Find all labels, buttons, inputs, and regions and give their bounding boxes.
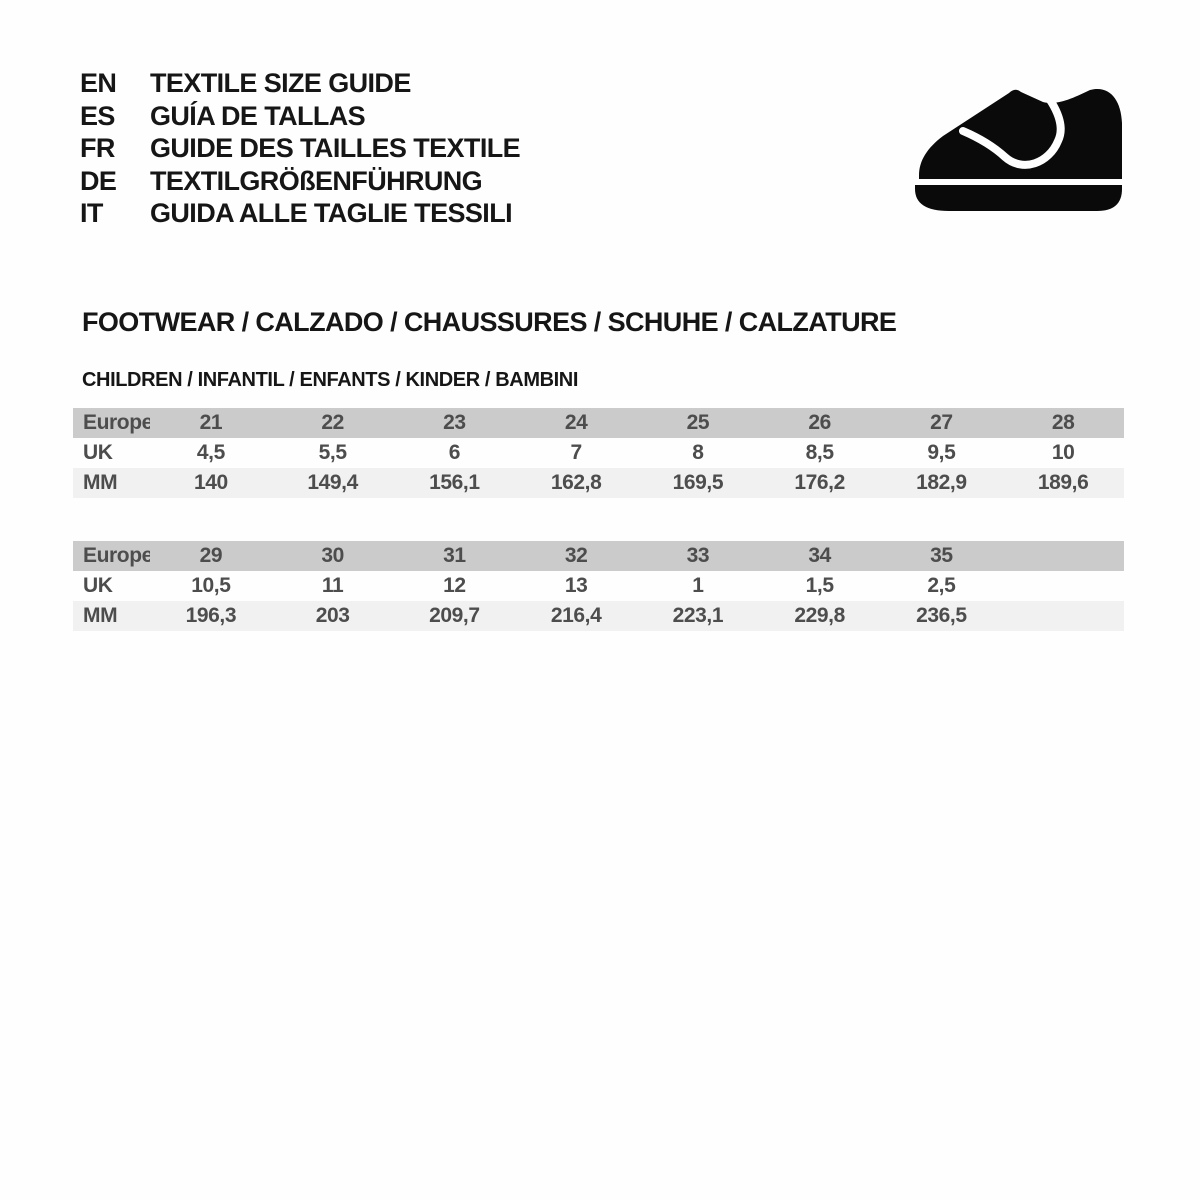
language-code: FR [80,133,115,163]
size-value-cell: 1,5 [805,574,834,597]
size-value-cell: 26 [808,411,831,434]
language-label: TEXTILGRÖßENFÜHRUNG [150,165,483,196]
size-value-cell: 25 [686,411,710,434]
language-row-es: ES GUÍA DE TALLAS [80,100,520,133]
size-value-cell: 229,8 [794,604,845,627]
row-label-cell: MM [83,471,118,494]
language-row-de: DE TEXTILGRÖßENFÜHRUNG [80,165,520,198]
size-value-cell: 31 [443,544,466,567]
row-label-cell: UK [83,574,113,597]
size-value-cell: 189,6 [1037,471,1089,494]
table-row: MM 140 149,4 156,1 162,8 169,5 176,2 182,9 189,6 [73,468,1124,498]
size-value-cell: 29 [199,544,223,567]
table-row: MM 196,3 203 209,7 216,4 223,1 229,8 236,5 [73,601,1124,631]
row-label-cell: UK [83,441,113,464]
size-value-cell: 13 [564,574,588,597]
size-value-cell: 5,5 [318,441,347,464]
size-value-cell: 169,5 [672,471,724,494]
language-row-fr: FR GUIDE DES TAILLES TEXTILE [80,132,521,165]
size-value-cell: 236,5 [916,604,967,627]
size-value-cell: 176,2 [794,471,845,494]
size-value-cell: 28 [1051,411,1075,434]
size-value-cell: 4,5 [196,441,225,464]
children-sizes-table-1: Europe 21 22 23 24 25 26 27 28 UK 4,5 5,5 6 7 8 8,5 9,5 1… [73,408,1124,498]
size-value-cell: 8 [692,441,704,464]
size-value-cell: 35 [930,544,953,567]
size-value-cell: 7 [570,441,582,464]
size-value-cell: 196,3 [185,604,237,627]
shoe-icon-svg [915,84,1122,211]
size-value-cell: 182,9 [916,471,967,494]
size-value-cell: 162,8 [550,471,602,494]
row-label-cell: Europe [83,544,150,567]
table-row: Europe 21 22 23 24 25 26 27 28 [73,408,1124,438]
language-code: EN [80,68,117,98]
size-value-cell: 9,5 [927,441,956,464]
language-code: IT [80,198,103,228]
size-value-cell: 22 [321,411,344,434]
table-row: UK 4,5 5,5 6 7 8 8,5 9,5 10 [73,438,1124,468]
size-value-cell: 1 [692,574,704,597]
size-value-cell: 149,4 [307,471,358,494]
language-label: TEXTILE SIZE GUIDE [150,68,411,98]
language-label: GUIDE DES TAILLES TEXTILE [150,133,521,163]
children-shoe-icon [913,84,1125,214]
size-value-cell: 209,7 [429,604,480,627]
size-value-cell: 10 [1051,441,1075,464]
size-value-cell: 8,5 [805,441,834,464]
size-value-cell [1002,571,1124,601]
size-value-cell: 12 [443,574,466,597]
row-label-cell: Europe [83,411,150,434]
size-value-cell [1002,541,1124,571]
children-sizes-table-2: Europe 29 30 31 32 33 34 35 UK 10,5 11 12 13 1 1,5 2,5 M… [73,541,1124,631]
row-label-cell: MM [83,604,118,627]
size-value-cell: 11 [321,574,344,597]
size-value-cell: 216,4 [550,604,602,627]
size-value-cell: 6 [448,441,461,464]
language-code: DE [80,165,117,196]
size-value-cell: 156,1 [429,471,480,494]
size-value-cell: 23 [443,411,466,434]
size-value-cell: 27 [930,411,953,434]
language-list: EN TEXTILE SIZE GUIDE ES GUÍA DE TALLAS … [80,67,521,230]
size-value-cell: 21 [199,411,223,434]
size-value-cell: 24 [564,411,588,434]
size-value-cell: 34 [808,544,831,567]
size-value-cell: 140 [193,471,228,494]
table-row: UK 10,5 11 12 13 1 1,5 2,5 [73,571,1124,601]
language-code: ES [80,100,115,131]
size-value-cell [1002,601,1124,631]
size-value-cell: 203 [315,604,350,627]
language-row-it: IT GUIDA ALLE TAGLIE TESSILI [80,197,520,230]
language-label: GUIDA ALLE TAGLIE TESSILI [150,198,513,228]
size-value-cell: 223,1 [672,604,724,627]
size-value-cell: 33 [686,544,710,567]
language-row-en: EN TEXTILE SIZE GUIDE [80,67,520,100]
size-value-cell: 30 [321,544,344,567]
size-value-cell: 32 [564,544,588,567]
size-value-cell: 2,5 [927,574,956,597]
size-value-cell: 10,5 [191,574,231,597]
language-label: GUÍA DE TALLAS [150,100,366,131]
table-row: Europe 29 30 31 32 33 34 35 [73,541,1124,571]
footwear-section-title: FOOTWEAR / CALZADO / CHAUSSURES / SCHUHE… [82,307,897,337]
children-section-subtitle: CHILDREN / INFANTIL / ENFANTS / KINDER /… [82,369,578,391]
